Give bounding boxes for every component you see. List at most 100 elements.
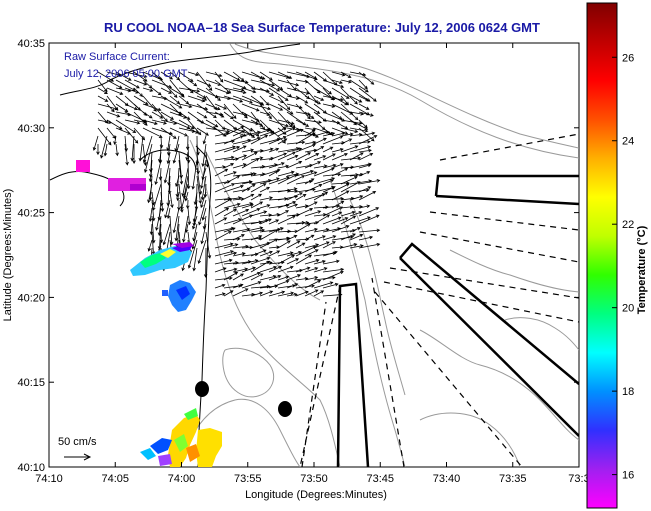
current-vector bbox=[304, 210, 322, 217]
lane-boundary-solid bbox=[434, 174, 579, 197]
current-vector bbox=[250, 291, 264, 297]
current-vector bbox=[322, 163, 337, 169]
current-vector bbox=[214, 276, 233, 281]
x-tick-label: 73:3 bbox=[568, 473, 589, 485]
current-vector bbox=[167, 183, 172, 195]
current-vector bbox=[259, 79, 281, 92]
current-vector bbox=[241, 203, 254, 209]
current-vector bbox=[313, 164, 328, 169]
current-vector bbox=[214, 111, 225, 118]
current-vector bbox=[214, 127, 227, 137]
current-vector bbox=[286, 95, 300, 100]
current-vector bbox=[106, 87, 124, 95]
current-vector bbox=[304, 279, 322, 289]
current-vector bbox=[322, 186, 336, 193]
current-vector bbox=[340, 243, 358, 249]
current-vector bbox=[250, 134, 269, 145]
current-vector bbox=[277, 240, 291, 249]
x-axis-ticks: 74:10 74:05 74:00 73:55 73:50 73:45 73:40 73:35… bbox=[35, 43, 590, 485]
current-vector bbox=[304, 276, 319, 281]
current-vector bbox=[92, 135, 99, 151]
sst-pixel-patch bbox=[140, 253, 166, 268]
current-vector bbox=[130, 135, 135, 162]
current-vector bbox=[340, 145, 359, 153]
current-vector bbox=[250, 128, 271, 137]
current-vector bbox=[358, 242, 381, 249]
bathymetry-contour bbox=[234, 43, 579, 149]
colorbar-tick-label: 22 bbox=[622, 219, 634, 231]
current-vector bbox=[259, 238, 279, 249]
current-vector bbox=[160, 87, 172, 94]
current-vector bbox=[349, 140, 371, 145]
current-vector bbox=[103, 143, 108, 157]
current-vector bbox=[214, 168, 229, 177]
current-vector bbox=[277, 71, 293, 79]
current-vector bbox=[313, 228, 330, 233]
current-vector bbox=[232, 214, 253, 225]
current-vector bbox=[232, 288, 249, 297]
current-vector bbox=[313, 214, 331, 225]
current-vector bbox=[187, 79, 198, 87]
colorbar bbox=[586, 2, 618, 509]
current-vector bbox=[304, 258, 320, 265]
current-vector bbox=[160, 127, 177, 139]
current-vector bbox=[201, 167, 207, 181]
bathymetry-contour bbox=[349, 199, 406, 396]
current-vector bbox=[304, 71, 318, 80]
current-vector bbox=[331, 200, 345, 209]
current-vector bbox=[232, 87, 245, 92]
current-vector bbox=[201, 207, 207, 221]
current-vector bbox=[223, 202, 241, 209]
current-vector bbox=[295, 266, 311, 273]
current-vector bbox=[250, 71, 264, 79]
current-vector bbox=[151, 71, 162, 80]
current-vector bbox=[241, 151, 258, 161]
current-vector bbox=[358, 79, 368, 90]
current-vector bbox=[322, 132, 336, 137]
current-vector bbox=[268, 162, 285, 169]
current-vector bbox=[160, 111, 175, 120]
current-vector bbox=[106, 79, 123, 89]
current-vector bbox=[214, 87, 230, 95]
current-vector bbox=[277, 254, 295, 265]
current-vector bbox=[277, 200, 297, 209]
current-vector bbox=[259, 71, 273, 81]
current-vector bbox=[174, 215, 180, 242]
current-vector bbox=[304, 289, 319, 297]
current-vector bbox=[241, 180, 253, 185]
current-vector bbox=[277, 275, 290, 281]
current-vector bbox=[322, 103, 336, 108]
current-vector bbox=[196, 127, 209, 136]
current-vector bbox=[268, 274, 282, 281]
current-vector bbox=[241, 87, 257, 94]
current-vector bbox=[223, 290, 234, 297]
current-vector bbox=[304, 171, 318, 177]
current-vector bbox=[286, 87, 310, 95]
current-vector bbox=[142, 103, 162, 112]
current-vector bbox=[286, 175, 306, 185]
current-vector bbox=[286, 192, 303, 201]
current-vector bbox=[259, 229, 279, 241]
current-vector bbox=[115, 119, 137, 134]
current-vector bbox=[358, 71, 375, 85]
lane-boundary-dashed bbox=[299, 285, 341, 467]
current-vector bbox=[259, 290, 274, 297]
lane-boundary-dashed bbox=[419, 231, 579, 263]
current-vector bbox=[178, 159, 184, 185]
current-vector bbox=[277, 111, 293, 128]
current-vector bbox=[241, 111, 260, 122]
current-vector bbox=[277, 265, 294, 273]
current-vector bbox=[358, 170, 371, 177]
current-vector bbox=[277, 215, 296, 225]
current-vector bbox=[331, 217, 349, 225]
sst-pixel-patch bbox=[76, 160, 90, 172]
lane-boundary-solid bbox=[399, 257, 579, 437]
current-vector bbox=[214, 250, 234, 257]
current-vector bbox=[174, 135, 180, 152]
lane-boundary-solid bbox=[399, 242, 579, 385]
current-vector bbox=[192, 247, 198, 272]
y-axis-label: Latitude (Degrees:Minutes) bbox=[2, 189, 14, 322]
current-vector bbox=[304, 119, 322, 124]
current-vector bbox=[232, 273, 244, 281]
current-vector bbox=[340, 138, 353, 145]
